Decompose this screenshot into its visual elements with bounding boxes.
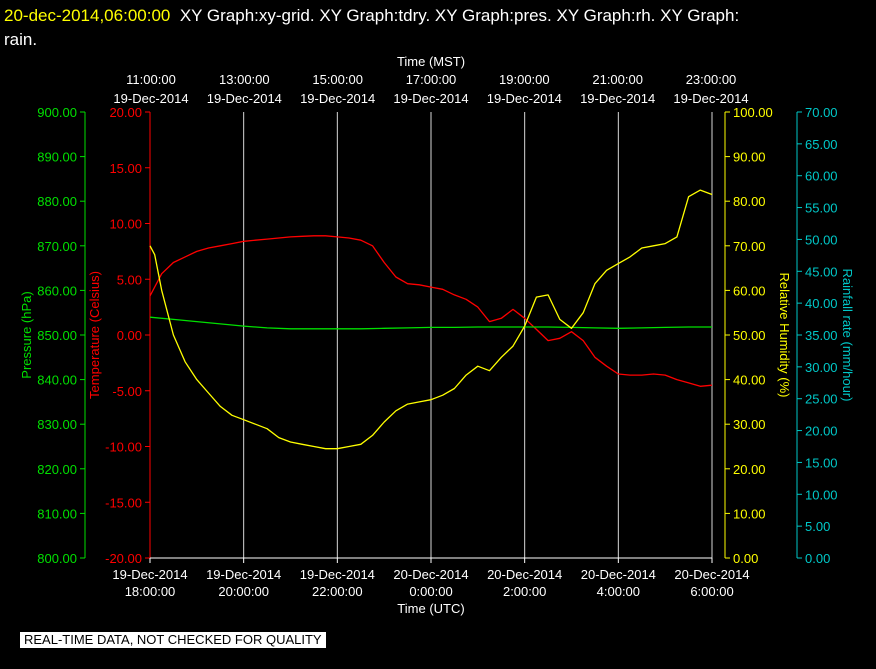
graph-list-wrap: rain. xyxy=(4,30,38,49)
pressure-tick-label: 830.00 xyxy=(37,417,77,432)
x-top-tick-time: 15:00:00 xyxy=(312,72,363,87)
x-top-tick-time: 13:00:00 xyxy=(219,72,270,87)
temperature-axis-title: Temperature (Celsius) xyxy=(87,271,102,399)
rain-tick-label: 35.00 xyxy=(805,328,838,343)
humidity-tick-label: 50.00 xyxy=(733,328,766,343)
x-bottom-tick-date: 19-Dec-2014 xyxy=(112,567,187,582)
humidity-tick-label: 30.00 xyxy=(733,417,766,432)
x-bottom-tick-time: 2:00:00 xyxy=(503,584,546,599)
x-top-tick-time: 19:00:00 xyxy=(499,72,550,87)
x-top-tick-date: 19-Dec-2014 xyxy=(113,91,188,106)
temperature-tick-label: -20.00 xyxy=(105,551,142,566)
humidity-tick-label: 100.00 xyxy=(733,105,773,120)
rain-tick-label: 60.00 xyxy=(805,169,838,184)
series-line-tdry xyxy=(149,235,713,387)
humidity-tick-label: 70.00 xyxy=(733,239,766,254)
x-bottom-tick-date: 20-Dec-2014 xyxy=(393,567,468,582)
pressure-tick-label: 810.00 xyxy=(37,506,77,521)
temperature-tick-label: -10.00 xyxy=(105,440,142,455)
x-bottom-axis-title: Time (UTC) xyxy=(397,601,464,616)
rain-tick-label: 25.00 xyxy=(805,392,838,407)
timestamp: 20-dec-2014,06:00:00 xyxy=(4,6,171,25)
temperature-tick-label: 10.00 xyxy=(109,217,142,232)
x-bottom-tick-time: 18:00:00 xyxy=(125,584,176,599)
x-bottom-tick-date: 20-Dec-2014 xyxy=(674,567,749,582)
x-top-axis-title: Time (MST) xyxy=(397,54,465,69)
series-line-rh xyxy=(149,189,713,450)
pressure-tick-label: 890.00 xyxy=(37,150,77,165)
pressure-tick-label: 860.00 xyxy=(37,283,77,298)
x-top-tick-date: 19-Dec-2014 xyxy=(580,91,655,106)
humidity-tick-label: 60.00 xyxy=(733,283,766,298)
humidity-tick-label: 10.00 xyxy=(733,506,766,521)
x-bottom-tick-time: 20:00:00 xyxy=(218,584,269,599)
x-top-tick-date: 19-Dec-2014 xyxy=(487,91,562,106)
x-bottom-tick-date: 20-Dec-2014 xyxy=(487,567,562,582)
graph-title: 20-dec-2014,06:00:00 XY Graph:xy-grid. X… xyxy=(0,2,876,29)
pressure-tick-label: 820.00 xyxy=(37,462,77,477)
graph-list: XY Graph:xy-grid. XY Graph:tdry. XY Grap… xyxy=(179,6,740,25)
temperature-tick-label: -5.00 xyxy=(112,384,142,399)
rain-tick-label: 50.00 xyxy=(805,232,838,247)
humidity-tick-label: 20.00 xyxy=(733,462,766,477)
rain-tick-label: 0.00 xyxy=(805,551,830,566)
pressure-tick-label: 840.00 xyxy=(37,373,77,388)
rain-tick-label: 15.00 xyxy=(805,455,838,470)
quality-disclaimer: REAL-TIME DATA, NOT CHECKED FOR QUALITY xyxy=(20,632,326,648)
x-top-tick-time: 11:00:00 xyxy=(126,72,176,87)
temperature-tick-label: -15.00 xyxy=(105,495,142,510)
x-top-tick-time: 21:00:00 xyxy=(592,72,643,87)
rain-axis-title: Rainfall rate (mm/hour) xyxy=(840,269,855,402)
humidity-tick-label: 80.00 xyxy=(733,194,766,209)
rain-tick-label: 5.00 xyxy=(805,519,830,534)
x-top-tick-time: 23:00:00 xyxy=(686,72,737,87)
pressure-tick-label: 880.00 xyxy=(37,194,77,209)
rain-tick-label: 10.00 xyxy=(805,487,838,502)
series-line-pres xyxy=(149,316,712,330)
x-top-tick-date: 19-Dec-2014 xyxy=(393,91,468,106)
temperature-tick-label: 15.00 xyxy=(109,161,142,176)
x-bottom-tick-date: 19-Dec-2014 xyxy=(206,567,281,582)
rain-tick-label: 20.00 xyxy=(805,424,838,439)
rain-tick-label: 55.00 xyxy=(805,201,838,216)
humidity-tick-label: 90.00 xyxy=(733,150,766,165)
x-bottom-tick-time: 6:00:00 xyxy=(690,584,733,599)
rain-tick-label: 40.00 xyxy=(805,296,838,311)
x-top-tick-time: 17:00:00 xyxy=(406,72,457,87)
x-bottom-tick-time: 0:00:00 xyxy=(409,584,452,599)
humidity-tick-label: 40.00 xyxy=(733,373,766,388)
pressure-tick-label: 900.00 xyxy=(37,105,77,120)
temperature-tick-label: 20.00 xyxy=(109,105,142,120)
x-top-tick-date: 19-Dec-2014 xyxy=(300,91,375,106)
x-top-tick-date: 19-Dec-2014 xyxy=(207,91,282,106)
humidity-tick-label: 0.00 xyxy=(733,551,758,566)
pressure-tick-label: 850.00 xyxy=(37,328,77,343)
rain-tick-label: 65.00 xyxy=(805,137,838,152)
pressure-axis-title: Pressure (hPa) xyxy=(19,291,34,378)
x-bottom-tick-date: 20-Dec-2014 xyxy=(581,567,656,582)
x-top-tick-date: 19-Dec-2014 xyxy=(673,91,748,106)
x-bottom-tick-time: 4:00:00 xyxy=(597,584,640,599)
humidity-axis-title: Relative Humidity (%) xyxy=(777,273,792,398)
x-bottom-tick-date: 19-Dec-2014 xyxy=(300,567,375,582)
pressure-tick-label: 870.00 xyxy=(37,239,77,254)
x-bottom-tick-time: 22:00:00 xyxy=(312,584,363,599)
rain-tick-label: 30.00 xyxy=(805,360,838,375)
temperature-tick-label: 0.00 xyxy=(117,328,142,343)
temperature-tick-label: 5.00 xyxy=(117,272,142,287)
rain-tick-label: 45.00 xyxy=(805,264,838,279)
pressure-tick-label: 800.00 xyxy=(37,551,77,566)
rain-tick-label: 70.00 xyxy=(805,105,838,120)
